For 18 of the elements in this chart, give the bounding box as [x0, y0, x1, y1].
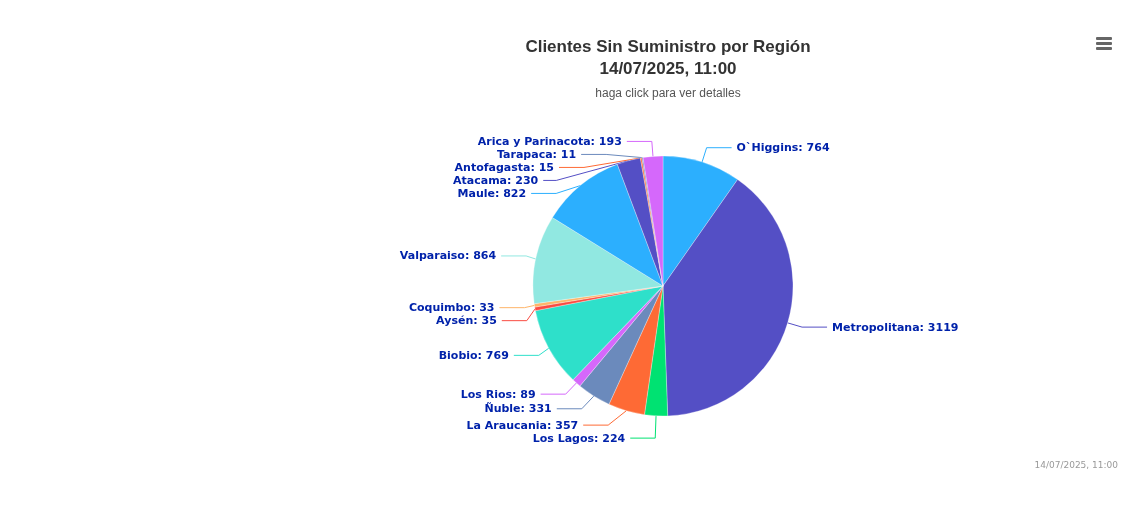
slice-label: Maule: 822: [457, 186, 527, 200]
slice-label: Valparaiso: 864: [399, 249, 497, 263]
slice-label: O`Higgins: 764: [736, 141, 830, 155]
slice-label: Antofagasta: 15: [454, 160, 554, 174]
slice-label: Tarapaca: 11: [496, 147, 577, 161]
slice-label: Coquimbo: 33: [408, 301, 495, 315]
slice-label: Atacama: 230: [453, 173, 539, 187]
slice-label: Biobio: 769: [438, 348, 509, 362]
slice-label: Metropolitana: 3119: [832, 320, 959, 334]
text: 14/07/2025, 11:00: [1034, 460, 1118, 470]
slice-label: Ñuble: 331: [484, 402, 552, 416]
slice-label: Aysén: 35: [436, 314, 497, 328]
slice-label: Arica y Parinacota: 193: [477, 134, 622, 148]
slice-label: La Araucania: 357: [466, 418, 579, 432]
chart-title: Clientes Sin Suministro por Región 14/07/2025, 11:00: [525, 36, 811, 78]
slice-label: Los Lagos: 224: [532, 431, 626, 445]
chart-subtitle: haga click para ver detalles: [595, 86, 741, 100]
slice-label: Los Rios: 89: [460, 387, 536, 401]
